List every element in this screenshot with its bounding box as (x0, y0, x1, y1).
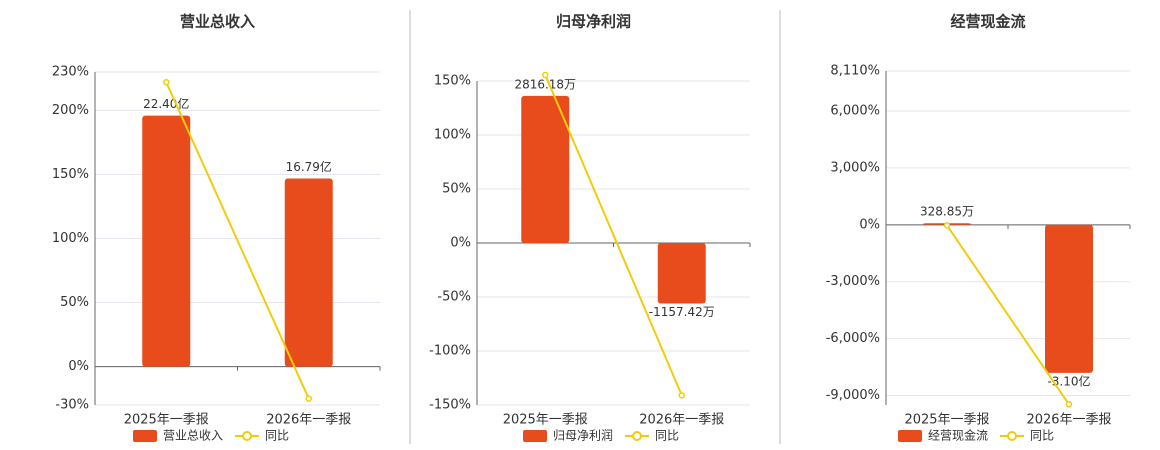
x-tick-label: 2025年一季报 (503, 413, 588, 428)
line-point (305, 395, 312, 402)
line (165, 81, 310, 400)
y-tick-label: -9,000% (826, 388, 880, 403)
y-tick-label: 230% (52, 65, 89, 80)
value-label: 16.79亿 (286, 159, 332, 174)
line (544, 74, 683, 396)
line-point (678, 392, 685, 399)
y-tick-label: -150% (429, 398, 471, 413)
y-tick-label: 8,110% (830, 64, 880, 79)
line (946, 224, 1070, 405)
value-label: 22.40亿 (143, 96, 189, 111)
line-point (542, 71, 549, 79)
legend-swatch (523, 430, 547, 442)
value-label: -3.10亿 (1047, 373, 1090, 388)
y-tick-label: 0% (68, 359, 89, 374)
x-tick-label: 2026年一季报 (266, 413, 351, 428)
y-tick-label: -30% (55, 398, 89, 413)
legend-label: 同比 (265, 429, 289, 443)
bar (1045, 224, 1093, 373)
line-point (1065, 401, 1073, 408)
legend-swatch (898, 430, 922, 442)
line-point (943, 222, 951, 229)
y-tick-label: 150% (52, 167, 89, 182)
legend-label: 同比 (1030, 429, 1054, 443)
y-tick-label: 3,000% (830, 160, 880, 175)
y-tick-label: -6,000% (826, 331, 880, 346)
line-point (163, 78, 170, 86)
y-tick-label: -50% (437, 290, 471, 305)
y-tick-label: 0% (450, 236, 471, 251)
chart-title: 经营现金流 (950, 13, 1025, 31)
y-tick-label: 100% (434, 128, 471, 143)
y-tick-label: 50% (60, 295, 89, 310)
y-tick-label: 0% (859, 217, 880, 232)
bar (142, 115, 191, 367)
y-tick-label: 50% (442, 182, 471, 197)
x-tick-label: 2025年一季报 (124, 413, 209, 428)
y-tick-label: 200% (52, 103, 89, 118)
y-tick-label: 150% (434, 74, 471, 89)
y-tick-label: 6,000% (830, 104, 880, 119)
x-tick-label: 2026年一季报 (639, 413, 724, 428)
legend-swatch (632, 431, 643, 441)
bar (657, 243, 706, 304)
legend-swatch (133, 430, 157, 442)
legend-swatch (242, 431, 253, 441)
value-label: -1157.42万 (649, 305, 715, 319)
legend-swatch (1007, 431, 1018, 441)
y-tick-label: -100% (429, 344, 471, 359)
x-tick-label: 2026年一季报 (1026, 413, 1111, 428)
legend-label: 营业总收入 (163, 429, 223, 443)
y-tick-label: 100% (52, 231, 89, 246)
chart-title: 营业总收入 (180, 13, 255, 31)
value-label: 2816.18万 (514, 77, 576, 91)
legend-label: 同比 (655, 429, 679, 443)
value-label: 328.85万 (920, 205, 974, 219)
chart-title: 归母净利润 (556, 13, 631, 31)
y-tick-label: -3,000% (826, 274, 880, 289)
x-tick-label: 2025年一季报 (904, 413, 989, 428)
bar (521, 95, 570, 244)
bar (284, 178, 333, 367)
legend-label: 归母净利润 (553, 429, 613, 443)
legend-label: 经营现金流 (928, 428, 988, 443)
